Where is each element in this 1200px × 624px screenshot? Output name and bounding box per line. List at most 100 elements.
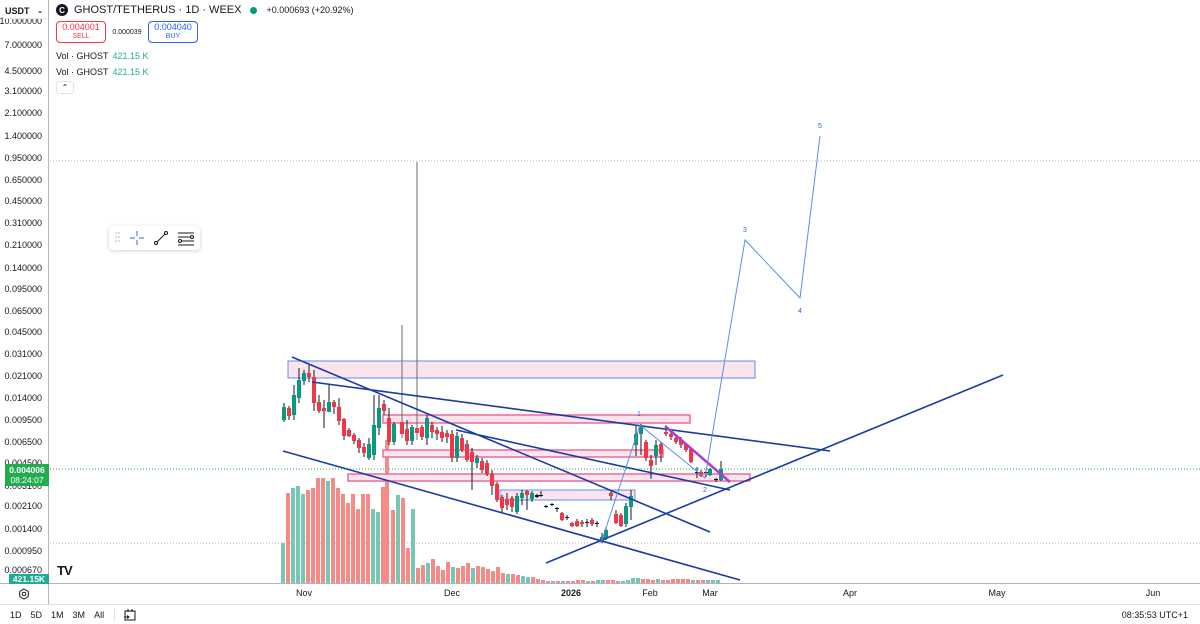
price-tick: 0.009500 (4, 415, 42, 425)
trend-line-icon[interactable] (153, 229, 169, 247)
symbol-legend: C GHOST/TETHERUS · 1D · WEEX +0.000693 (… (56, 4, 354, 16)
range-button-all[interactable]: All (94, 609, 105, 620)
currency-value: USDT (5, 5, 30, 16)
price-change: +0.000693 (+20.92%) (266, 5, 354, 15)
sell-button[interactable]: 0.004001 SELL (56, 21, 106, 43)
buy-label: BUY (165, 33, 181, 40)
time-label: 2026 (560, 588, 582, 598)
elliott-wave-projection[interactable] (600, 135, 821, 544)
exchange-logo-icon: C (56, 4, 68, 16)
indicator-legend-volume[interactable]: Vol · GHOST 421.15 K (56, 51, 149, 61)
indicator-name: Vol · GHOST (56, 51, 109, 61)
price-tick: 0.310000 (4, 218, 42, 228)
market-status-icon[interactable] (250, 6, 258, 14)
price-tick: 0.021000 (4, 371, 42, 381)
wedge-trendline[interactable] (664, 425, 731, 483)
price-tick: 4.500000 (4, 66, 42, 76)
clock-timezone[interactable]: 08:35:53 UTC+1 (1121, 609, 1188, 620)
support-zone (499, 489, 636, 501)
time-label: Feb (642, 588, 658, 598)
price-tick: 0.000950 (4, 546, 42, 556)
current-price-value: 0.004006 (9, 465, 45, 475)
settings-lines-icon[interactable] (177, 229, 195, 247)
sell-label: SELL (72, 33, 90, 40)
price-tick: 3.100000 (4, 86, 42, 96)
svg-text:5: 5 (818, 123, 822, 130)
bottom-toolbar: 1D 5D 1M 3M All 08:35:53 UTC+1 (0, 604, 1200, 624)
buy-button[interactable]: 0.004040 BUY (148, 21, 198, 43)
candlesticks (282, 162, 723, 543)
chevron-down-icon: ⌄ (37, 7, 43, 15)
volume-axis-label: 421.15K (9, 574, 49, 584)
descending-channel-line (282, 450, 741, 581)
symbol-title[interactable]: GHOST/TETHERUS · 1D · WEEX (74, 4, 242, 16)
price-tick: 0.950000 (4, 153, 42, 163)
range-button-5d[interactable]: 5D (30, 609, 43, 620)
range-button-3m[interactable]: 3M (72, 609, 86, 620)
ascending-trendline (545, 374, 1004, 564)
price-tick: 0.031000 (4, 349, 42, 359)
price-tick: 0.650000 (4, 175, 42, 185)
price-tick: 0.003100 (4, 481, 42, 491)
spread-value: 0.000039 (112, 28, 142, 36)
currency-selector[interactable]: USDT ⌄ (3, 3, 47, 19)
range-button-1d[interactable]: 1D (10, 609, 22, 620)
indicator-legend-volume[interactable]: Vol · GHOST 421.15 K (56, 67, 149, 77)
price-tick: 0.002100 (4, 501, 42, 511)
wave-labels: 1 2 3 4 5 (637, 123, 822, 494)
buy-price: 0.004040 (154, 22, 192, 32)
price-tick: 7.000000 (4, 40, 42, 50)
price-tick: 0.210000 (4, 240, 42, 250)
descending-trendline (291, 356, 711, 533)
trend-lines[interactable] (282, 356, 1004, 581)
collapse-legend-button[interactable]: ⌃ (56, 81, 74, 94)
calendar-goto-icon (124, 608, 136, 620)
time-label: Jun (1145, 588, 1161, 598)
divider (114, 608, 116, 621)
time-label: Nov (295, 588, 313, 598)
price-zones[interactable] (287, 360, 756, 501)
price-tick: 0.006500 (4, 437, 42, 447)
price-tick: 0.450000 (4, 196, 42, 206)
price-tick: 0.014000 (4, 393, 42, 403)
sell-price: 0.004001 (62, 22, 100, 32)
time-label: Apr (842, 588, 858, 598)
go-to-date-button[interactable] (123, 608, 137, 622)
price-tick: 0.000670 (4, 565, 42, 575)
resistance-zone (382, 414, 691, 424)
chevron-up-icon: ⌃ (61, 83, 69, 92)
price-tick: 0.140000 (4, 263, 42, 273)
time-label: May (988, 588, 1006, 598)
bar-countdown: 08:24:07 (10, 475, 44, 485)
price-tick: 2.100000 (4, 108, 42, 118)
price-tick: 0.095000 (4, 284, 42, 294)
chart-settings-button[interactable] (0, 584, 49, 604)
price-axis[interactable]: 10.000000 7.000000 4.500000 3.100000 2.1… (0, 0, 49, 583)
supply-zone (287, 360, 756, 379)
svg-text:1: 1 (637, 411, 641, 418)
range-button-1m[interactable]: 1M (51, 609, 64, 620)
time-label: Dec (443, 588, 461, 598)
support-zone (347, 473, 751, 482)
indicator-name: Vol · GHOST (56, 67, 109, 77)
svg-text:3: 3 (743, 227, 747, 234)
indicator-value: 421.15 K (112, 51, 149, 61)
current-price-label: 0.004006 08:24:07 (5, 464, 49, 486)
svg-text:4: 4 (798, 308, 802, 315)
svg-text:2: 2 (703, 487, 707, 494)
chart-canvas[interactable]: 1 2 3 4 5 (0, 0, 1200, 583)
time-label: Mar (702, 588, 718, 598)
drag-handle-icon[interactable] (115, 229, 121, 247)
price-tick: 0.001400 (4, 524, 42, 534)
crosshair-icon[interactable] (129, 229, 145, 247)
price-tick: 0.004500 (4, 458, 42, 468)
price-tick: 0.065000 (4, 306, 42, 316)
volume-histogram (281, 440, 720, 583)
price-tick: 0.045000 (4, 327, 42, 337)
descending-trendline (455, 429, 731, 491)
tradingview-logo-icon[interactable]: TV (57, 563, 73, 578)
time-axis[interactable]: Nov Dec 2026 Feb Mar Apr May Jun (0, 583, 1200, 604)
drawing-toolbar (109, 226, 200, 250)
gear-icon (19, 588, 29, 600)
